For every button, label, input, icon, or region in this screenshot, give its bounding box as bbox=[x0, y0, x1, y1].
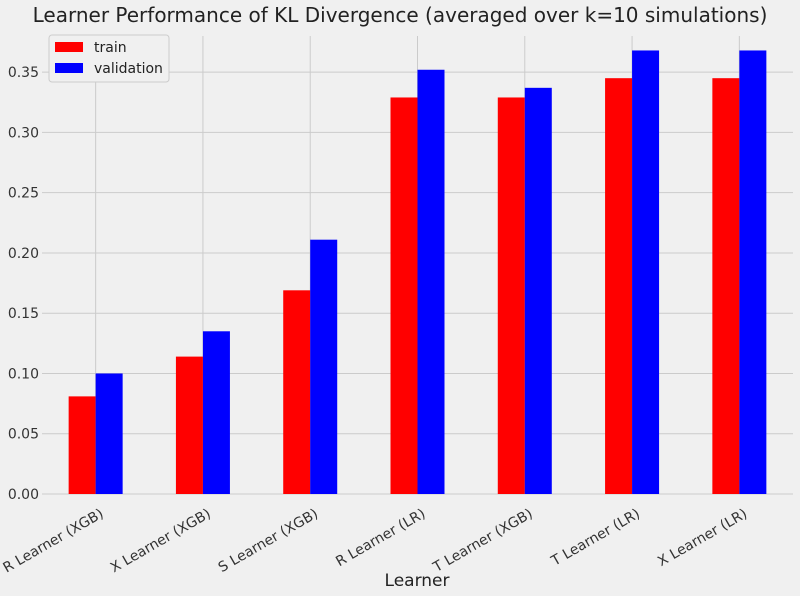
bar-train bbox=[283, 290, 311, 494]
legend-swatch-train bbox=[55, 42, 83, 52]
x-tick-label: T Learner (LR) bbox=[548, 506, 643, 570]
x-axis-ticks: R Learner (XGB) X Learner (XGB) S Learner … bbox=[0, 506, 750, 576]
legend-label-validation: validation bbox=[94, 61, 163, 77]
bar-validation bbox=[202, 331, 230, 494]
x-tick-label: R Learner (XGB) bbox=[0, 506, 106, 576]
legend: train validation bbox=[48, 34, 170, 83]
y-tick-label: 0.35 bbox=[8, 65, 39, 81]
x-tick-label: R Learner (LR) bbox=[333, 506, 428, 570]
y-tick-label: 0.15 bbox=[8, 306, 39, 322]
y-tick-label: 0.10 bbox=[8, 366, 39, 382]
x-tick-label: T Learner (XGB) bbox=[430, 506, 536, 576]
bar-train bbox=[175, 356, 203, 494]
bar-validation bbox=[524, 87, 552, 494]
legend-label-train: train bbox=[94, 40, 127, 56]
chart-title: Learner Performance of KL Divergence (av… bbox=[33, 3, 768, 27]
y-tick-label: 0.20 bbox=[8, 246, 39, 262]
bar-train bbox=[605, 78, 633, 495]
bar-validation bbox=[632, 50, 660, 494]
x-tick-label: S Learner (XGB) bbox=[216, 506, 321, 576]
y-tick-label: 0.25 bbox=[8, 186, 39, 202]
bar-train bbox=[712, 78, 740, 495]
y-tick-label: 0.30 bbox=[8, 125, 39, 141]
bar-validation bbox=[739, 50, 767, 494]
legend-swatch-validation bbox=[55, 63, 83, 73]
bar-train bbox=[390, 97, 418, 495]
bars-layer bbox=[68, 50, 767, 495]
x-tick-label: X Learner (LR) bbox=[655, 506, 750, 570]
x-axis-label: Learner bbox=[385, 571, 450, 591]
y-tick-label: 0.05 bbox=[8, 427, 39, 443]
y-axis-ticks: 0.00 0.05 0.10 0.15 0.20 0.25 0.30 0.35 bbox=[8, 65, 39, 503]
bar-validation bbox=[310, 239, 338, 494]
bar-train bbox=[497, 97, 525, 495]
x-tick-label: X Learner (XGB) bbox=[108, 506, 214, 576]
bar-train bbox=[68, 396, 96, 494]
y-tick-label: 0.00 bbox=[8, 487, 39, 503]
bar-validation bbox=[417, 69, 445, 494]
bar-validation bbox=[95, 373, 123, 494]
